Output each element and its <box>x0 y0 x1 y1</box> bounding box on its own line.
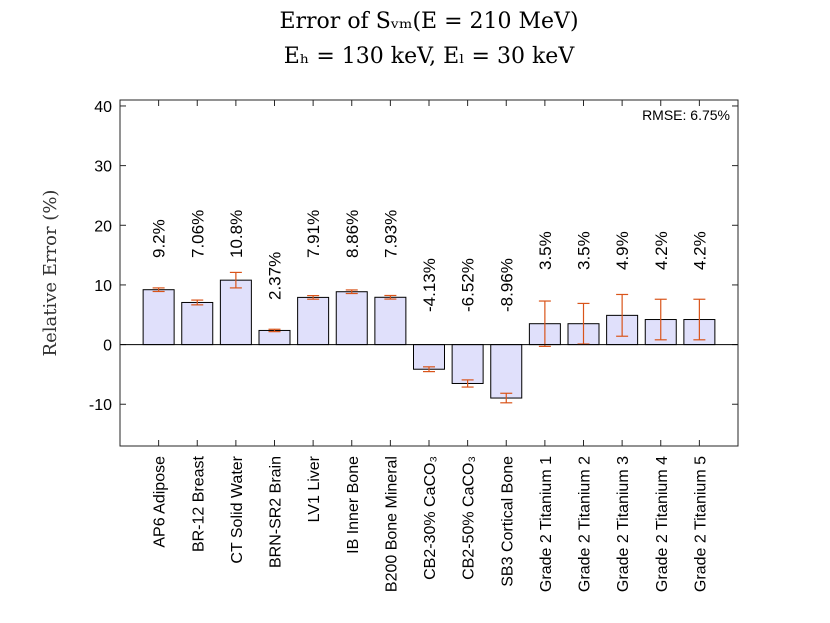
value-label: 2.37% <box>266 252 285 300</box>
category-label: AP6 Adipose <box>152 456 169 548</box>
category-label: BR-12 Breast <box>190 455 207 552</box>
category-label: CT Solid Water <box>229 455 246 563</box>
y-axis-label: Relative Error (%) <box>40 190 61 357</box>
bar <box>219 279 252 346</box>
category-label: Grade 2 Titanium 2 <box>577 456 594 592</box>
category-label: B200 Bone Mineral <box>383 456 400 592</box>
bar <box>297 296 330 346</box>
value-label: 8.86% <box>343 210 362 258</box>
bar <box>142 289 175 346</box>
value-label: 3.5% <box>575 231 594 270</box>
y-tick-label: 10 <box>94 278 112 295</box>
bar <box>335 291 368 346</box>
value-label: 4.2% <box>690 231 709 270</box>
bar <box>374 296 407 346</box>
value-label: 9.2% <box>150 219 169 258</box>
value-label: -6.52% <box>459 258 478 312</box>
bar <box>181 301 214 346</box>
value-label: 3.5% <box>536 231 555 270</box>
category-label: Grade 2 Titanium 5 <box>692 456 709 592</box>
value-label: 7.93% <box>381 210 400 258</box>
category-label: IB Inner Bone <box>345 456 362 554</box>
bar <box>413 344 445 370</box>
bar <box>258 329 291 346</box>
y-tick-label: -10 <box>89 397 112 414</box>
y-tick-label: 20 <box>94 218 112 235</box>
category-label: CB2-50% CaCO₃ <box>461 456 478 580</box>
rmse-annotation: RMSE: 6.75% <box>642 107 730 123</box>
category-label: LV1 Liver <box>306 455 323 522</box>
chart-title-line2: Eₕ = 130 keV, Eₗ = 30 keV <box>284 44 576 69</box>
y-tick-label: 30 <box>94 159 112 176</box>
value-label: 7.06% <box>188 210 207 258</box>
value-label: 7.91% <box>304 210 323 258</box>
bar <box>451 344 484 384</box>
y-tick-label: 40 <box>94 99 112 116</box>
category-label: Grade 2 Titanium 4 <box>654 456 671 592</box>
value-label: -4.13% <box>420 258 439 312</box>
value-label: 10.8% <box>227 210 246 258</box>
category-label: Grade 2 Titanium 3 <box>615 456 632 592</box>
category-label: Grade 2 Titanium 1 <box>538 456 555 592</box>
axes-frame <box>119 99 739 447</box>
value-label: 4.2% <box>652 231 671 270</box>
value-label: -8.96% <box>497 258 516 312</box>
y-tick-label: 0 <box>103 338 112 355</box>
category-label: CB2-30% CaCO₃ <box>422 456 439 580</box>
bar <box>490 344 523 399</box>
category-label: SB3 Cortical Bone <box>499 456 516 587</box>
chart-title-line1: Error of Sᵥₘ(E = 210 MeV) <box>279 9 578 34</box>
category-label: BRN-SR2 Brain <box>268 456 285 568</box>
value-label: 4.9% <box>613 231 632 270</box>
